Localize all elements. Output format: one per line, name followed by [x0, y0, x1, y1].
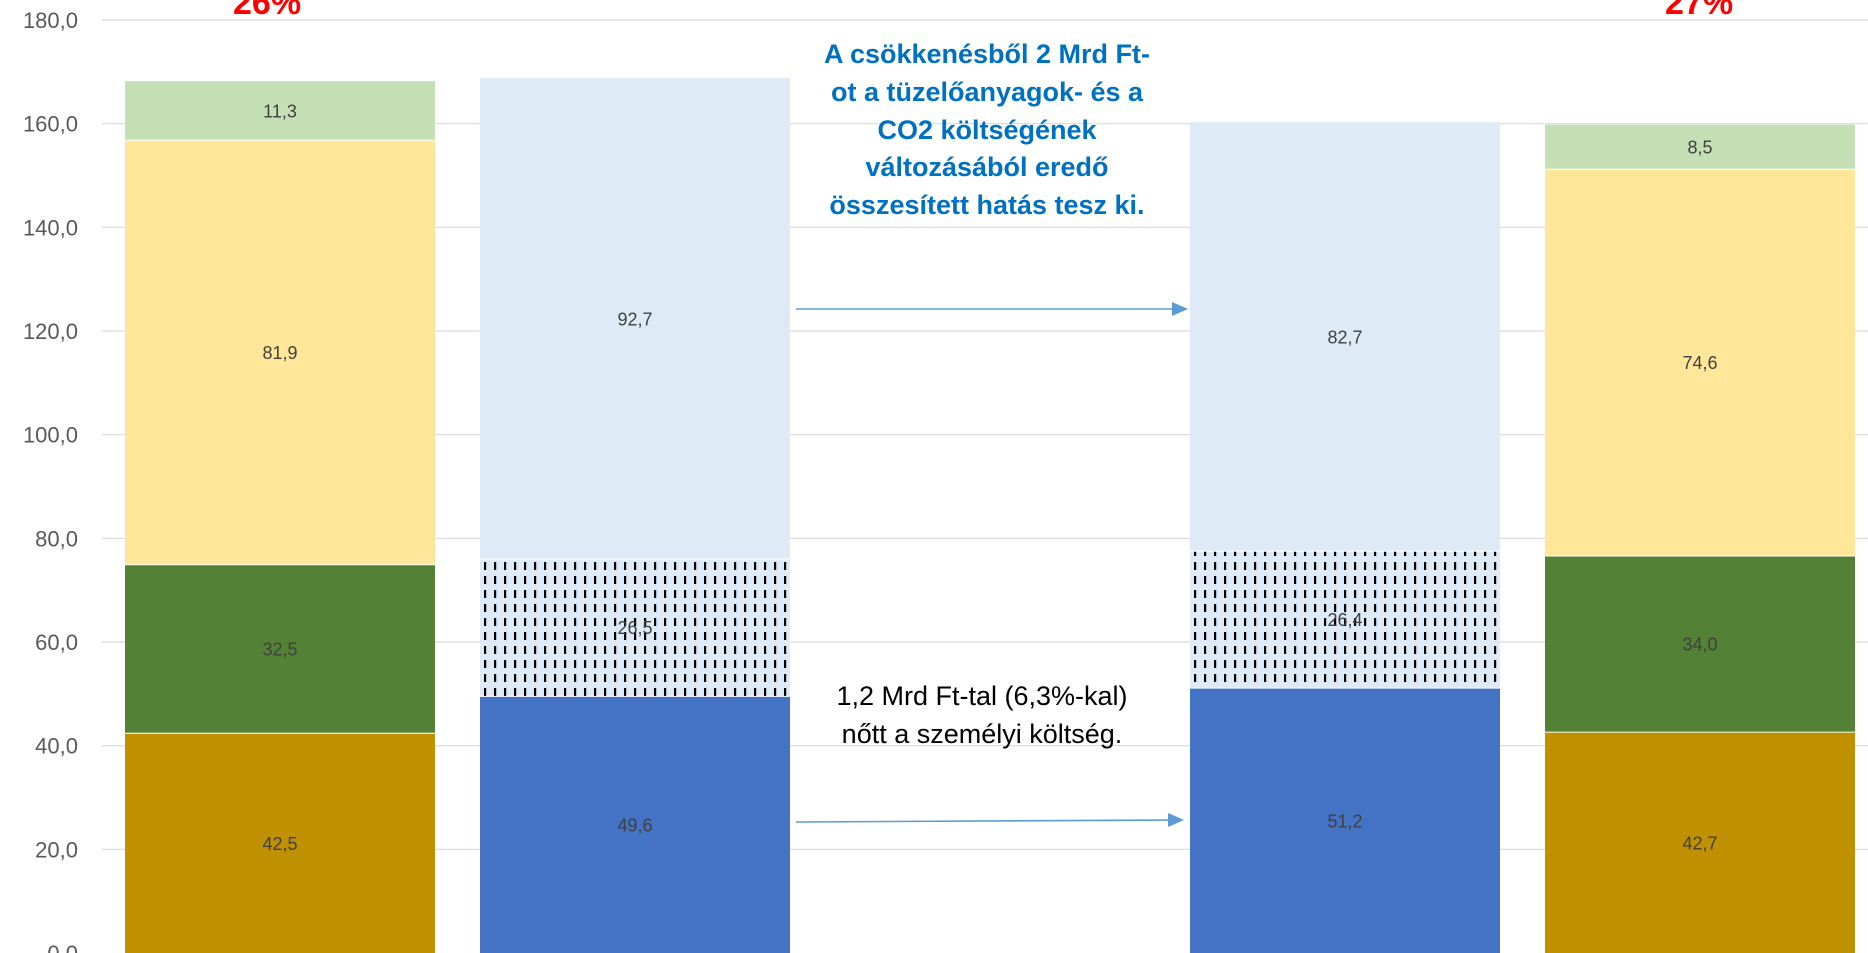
segment-labels: 42,5 32,5 81,9 11,3 49,6 26,5 92,7 51,2 26,4 82,7…: [262, 101, 1717, 853]
arrow-head: [1168, 813, 1184, 827]
data-label: 42,5: [262, 834, 297, 854]
data-label: 74,6: [1682, 353, 1717, 373]
arrow-line: [795, 819, 1171, 823]
data-label: 81,9: [262, 343, 297, 363]
data-label: 11,3: [263, 101, 297, 121]
bar-segment: [125, 139, 435, 565]
personnel-cost-annotation: 1,2 Mrd Ft-tal (6,3%-kal) nőtt a személy…: [836, 681, 1128, 749]
bar-segment: [1545, 555, 1855, 732]
data-label: 51,2: [1327, 811, 1362, 831]
y-tick-label: 0,0: [47, 941, 78, 953]
data-label: 49,6: [617, 815, 652, 835]
bars: [125, 78, 1855, 953]
y-tick-label: 120,0: [23, 319, 78, 344]
data-label: 26,5: [617, 618, 652, 638]
bar-segment: [480, 78, 790, 559]
y-tick-label: 40,0: [35, 734, 78, 759]
arrows: [795, 302, 1188, 827]
data-label: 34,0: [1682, 635, 1717, 655]
bar-segment: [1190, 550, 1500, 688]
y-tick-label: 160,0: [23, 112, 78, 137]
y-tick-label: 80,0: [35, 526, 78, 551]
y-tick-label: 180,0: [23, 8, 78, 33]
percentage-right: 27%: [1665, 0, 1734, 22]
bar-segment: [1545, 731, 1855, 953]
data-label: 92,7: [617, 309, 652, 329]
y-tick-label: 100,0: [23, 423, 78, 448]
data-label: 32,5: [262, 639, 297, 659]
data-label: 26,4: [1327, 610, 1362, 630]
data-label: 82,7: [1327, 327, 1362, 347]
bar-segment: [480, 695, 790, 953]
bar-segment: [1545, 168, 1855, 556]
y-tick-label: 140,0: [23, 215, 78, 240]
percentage-left: 26%: [233, 0, 302, 22]
data-label: 42,7: [1682, 833, 1717, 853]
fuel-cost-annotation: A csökkenésből 2 Mrd Ft-ot a tüzelőanyag…: [823, 39, 1151, 221]
y-axis: 0,0 20,0 40,0 60,0 80,0 100,0 120,0 140,0 160,0 1…: [23, 8, 78, 953]
bar-segment: [1190, 122, 1500, 551]
bar-segment: [125, 732, 435, 953]
bar-segment: [125, 564, 435, 733]
y-tick-label: 20,0: [35, 837, 78, 862]
bar-segment: [480, 558, 790, 696]
bar-segment: [1545, 124, 1855, 169]
data-label: 8,5: [1687, 138, 1712, 158]
bar-segment: [1190, 687, 1500, 953]
arrow-head: [1172, 302, 1188, 316]
bar-segment: [125, 81, 435, 140]
y-tick-label: 60,0: [35, 630, 78, 655]
